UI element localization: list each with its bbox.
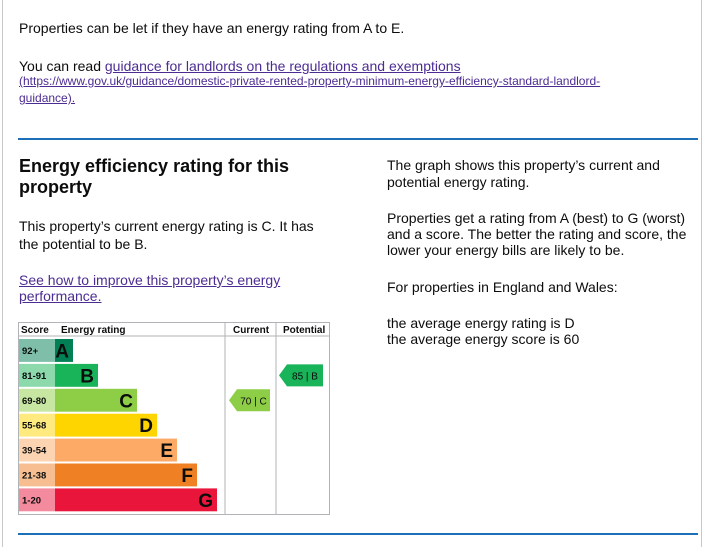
guidance-url-line1[interactable]: (https://www.gov.uk/guidance/domestic-pr… [19, 74, 601, 88]
improve-energy-link-line2[interactable]: performance. [19, 288, 102, 304]
band-letter-b: B [80, 366, 94, 387]
energy-rating-chart: Score Energy rating Current Potential 92+ A 81… [18, 322, 330, 515]
current-rating-text-line2: the potential to be B. [19, 236, 148, 252]
average-rating-text: the average energy rating is D [387, 315, 575, 331]
ratings-explanation-line2: and a score. The better the rating and s… [387, 226, 687, 242]
column-header-current: Current [233, 325, 270, 336]
band-letter-a: A [55, 341, 69, 362]
england-wales-text: For properties in England and Wales: [387, 279, 618, 295]
guidance-prefix: You can read [19, 58, 105, 74]
rating-band-c [55, 388, 137, 412]
rating-band-d [55, 413, 157, 437]
section-divider-bottom [18, 533, 698, 535]
score-cell-d [19, 413, 55, 437]
improve-energy-link-line1[interactable]: See how to improve this property’s energ… [19, 272, 281, 288]
potential-rating-arrow [279, 364, 323, 387]
band-letter-g: G [198, 491, 213, 512]
score-label-a: 92+ [22, 346, 39, 357]
column-header-potential: Potential [283, 325, 325, 336]
ratings-explanation-line1: Properties get a rating from A (best) to… [387, 210, 685, 226]
score-cell-e [19, 438, 55, 462]
score-cell-g [19, 488, 55, 512]
letting-text: Properties can be let if they have an en… [19, 20, 405, 36]
current-rating-arrow [229, 389, 270, 412]
column-header-score: Score [21, 325, 49, 336]
score-cell-f [19, 463, 55, 487]
guidance-url-line2[interactable]: guidance). [19, 91, 76, 105]
rating-band-e [55, 438, 177, 462]
graph-description-line1: The graph shows this property’s current … [387, 157, 660, 173]
score-cell-a [19, 339, 55, 362]
section-heading-line1: Energy efficiency rating for this [19, 156, 290, 176]
current-rating-label: 70 | C [240, 396, 267, 407]
band-letter-e: E [160, 441, 173, 462]
column-header-energy-rating: Energy rating [61, 325, 125, 336]
guidance-link[interactable]: guidance for landlords on the regulation… [104, 58, 461, 74]
score-cell-c [19, 388, 55, 412]
score-label-g: 1-20 [22, 495, 41, 506]
score-label-c: 69-80 [22, 396, 46, 407]
score-cell-b [19, 363, 55, 387]
energy-rating-graph: Score Energy rating Current Potential 92+ A 81… [18, 322, 330, 515]
rating-band-g [55, 488, 217, 512]
section-divider-top [18, 138, 698, 140]
average-score-text: the average energy score is 60 [387, 331, 580, 347]
rating-band-b [55, 363, 98, 387]
rating-band-f [55, 463, 197, 487]
score-label-e: 39-54 [22, 446, 47, 457]
section-heading-line2: property [19, 177, 93, 197]
score-label-b: 81-91 [22, 371, 47, 382]
guidance-paragraph: You can read guidance for landlords on t… [19, 57, 461, 75]
band-letter-d: D [139, 416, 153, 437]
score-label-f: 21-38 [22, 470, 46, 481]
band-letter-c: C [119, 391, 133, 412]
graph-description-line2: potential energy rating. [387, 174, 530, 190]
ratings-explanation-line3: lower your energy bills are likely to be… [387, 242, 625, 258]
rating-band-a [55, 339, 73, 362]
band-letter-f: F [181, 466, 193, 487]
potential-rating-label: 85 | B [292, 371, 318, 382]
current-rating-text-line1: This property’s current energy rating is… [19, 218, 314, 234]
score-label-d: 55-68 [22, 421, 46, 432]
